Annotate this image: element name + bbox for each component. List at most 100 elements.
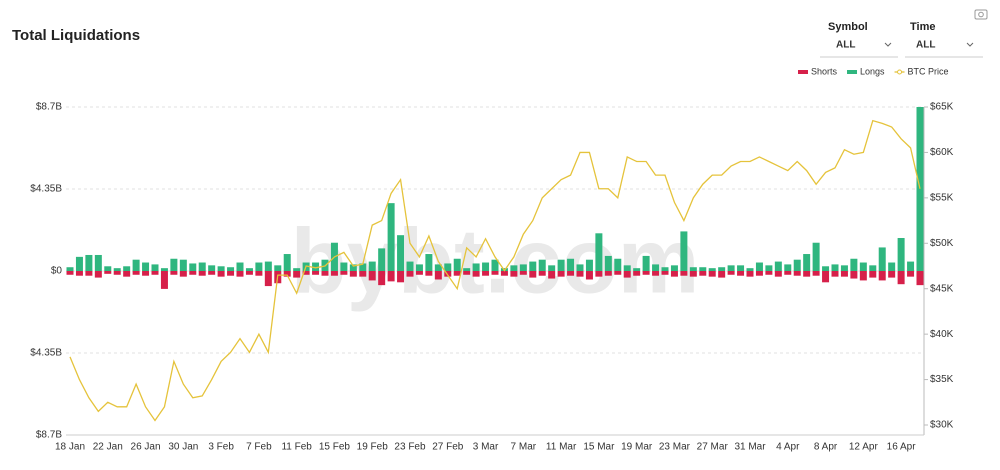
bar (198, 262, 206, 271)
bar (680, 271, 688, 276)
chevron (966, 42, 974, 47)
y2-tick-label: $40K (930, 329, 954, 340)
bar (803, 254, 811, 271)
bar (784, 264, 792, 271)
bar (123, 271, 131, 277)
bar (236, 262, 244, 271)
bar (661, 271, 669, 275)
bar (245, 268, 253, 271)
bar (699, 271, 707, 276)
bar (916, 107, 924, 271)
x-tick-label: 8 Apr (814, 442, 838, 453)
bar (670, 271, 678, 277)
bar (227, 267, 235, 271)
bar (614, 271, 622, 275)
legend-swatch (798, 70, 808, 74)
bar (670, 265, 678, 271)
bar (283, 254, 291, 271)
bar (878, 247, 886, 271)
bar (227, 271, 235, 276)
bar (66, 271, 74, 275)
bar (264, 261, 272, 271)
camera-icon[interactable] (974, 9, 988, 20)
bar (104, 266, 112, 271)
bar (737, 271, 745, 276)
bar (897, 238, 905, 271)
bar (132, 271, 140, 275)
bar (850, 271, 858, 279)
bar (434, 264, 442, 271)
y2-tick-label: $60K (930, 147, 954, 158)
bar (746, 268, 754, 271)
time-select[interactable]: Time ALL (905, 21, 983, 58)
bar (142, 271, 150, 276)
bar (557, 271, 565, 277)
symbol-select[interactable]: Symbol ALL (820, 21, 898, 58)
bar (359, 271, 367, 277)
camera-lens (978, 11, 984, 18)
bar (623, 265, 631, 271)
bar (425, 254, 433, 271)
y2-tick-label: $55K (930, 192, 954, 203)
bar (434, 271, 442, 280)
bar (330, 271, 338, 276)
x-tick-label: 18 Jan (55, 442, 85, 453)
bar (349, 264, 357, 271)
bar (189, 271, 197, 275)
x-tick-label: 19 Feb (357, 442, 389, 453)
legend-item[interactable]: Longs (847, 66, 885, 76)
legend-label: Shorts (811, 66, 838, 76)
bar (491, 259, 499, 271)
legend-item[interactable]: BTC Price (894, 66, 949, 76)
legend-item[interactable]: Shorts (798, 66, 838, 76)
bar (85, 254, 93, 271)
bar (576, 271, 584, 277)
y2-tick-label: $35K (930, 374, 954, 385)
bar (160, 268, 168, 271)
bar (312, 262, 320, 271)
bar (538, 271, 546, 276)
bar (293, 271, 301, 278)
bar (803, 271, 811, 277)
bar (765, 265, 773, 271)
bar (170, 258, 178, 271)
bar (425, 271, 433, 276)
bar (623, 271, 631, 278)
x-tick-label: 4 Apr (776, 442, 800, 453)
bar (604, 271, 612, 276)
bar (283, 271, 291, 277)
bar (151, 271, 159, 275)
bar (312, 271, 320, 275)
x-tick-label: 23 Mar (659, 442, 691, 453)
bar (699, 267, 707, 271)
x-tick-label: 30 Jan (168, 442, 198, 453)
bar (595, 233, 603, 271)
bar (718, 271, 726, 278)
bar (160, 271, 168, 289)
bar (652, 271, 660, 276)
bar (812, 242, 820, 271)
bar (680, 231, 688, 271)
bar (463, 268, 471, 271)
bar (869, 265, 877, 271)
bar (255, 271, 263, 276)
bar (519, 264, 527, 271)
bar (529, 271, 537, 278)
bar (179, 259, 187, 271)
camera-body (974, 9, 988, 20)
bar (415, 271, 423, 275)
bar (822, 271, 830, 283)
x-tick-label: 31 Mar (734, 442, 766, 453)
legend-label: BTC Price (908, 66, 949, 76)
bar (708, 268, 716, 271)
bar (113, 271, 121, 275)
bar (387, 271, 395, 282)
x-tick-label: 11 Feb (281, 442, 312, 453)
bar (907, 261, 915, 271)
bar (463, 271, 471, 275)
bar (907, 271, 915, 277)
bar (737, 265, 745, 271)
bar (321, 271, 329, 276)
bar (878, 271, 886, 281)
bar (179, 271, 187, 277)
